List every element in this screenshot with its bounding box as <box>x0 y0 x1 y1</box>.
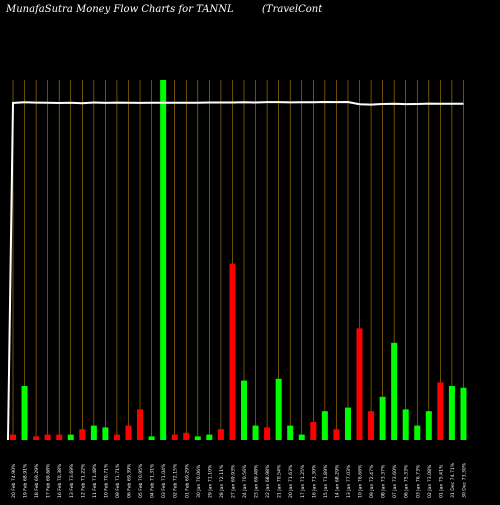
bar <box>344 407 351 440</box>
bar <box>217 429 224 440</box>
x-tick-label: 06 Feb 69.39% <box>127 463 133 498</box>
bar <box>206 434 213 440</box>
bar <box>437 382 444 440</box>
x-tick-label: 03 Feb 71.04% <box>161 463 167 498</box>
bar <box>460 387 467 440</box>
bar <box>379 396 386 440</box>
bar <box>67 434 74 440</box>
x-tick-label: 13 Jan 77.03% <box>346 464 352 498</box>
price-line-layer <box>7 100 464 441</box>
bar <box>125 425 132 440</box>
x-tick-label: 15 Jan 71.89% <box>323 464 329 498</box>
x-tick-label: 07 Jan 73.60% <box>392 464 398 498</box>
x-tick-label: 02 Feb 72.15% <box>173 463 179 498</box>
x-tick-label: 22 Jan 68.98% <box>265 464 271 498</box>
bar <box>425 411 432 440</box>
x-tick-label: 29 Jan 71.10% <box>207 464 213 498</box>
x-tick-label: 30 Dec 73.30% <box>461 462 467 498</box>
x-tick-label: 08 Jan 73.37% <box>381 464 387 498</box>
x-tick-label: 23 Jan 69.48% <box>254 464 260 498</box>
x-tick-label: 16 Jan 73.30% <box>311 464 317 498</box>
bar <box>44 434 51 440</box>
bar <box>160 80 167 440</box>
x-tick-label: 03 Jan 76.73% <box>415 464 421 498</box>
x-tick-label: 19 Feb 68.91% <box>23 463 29 498</box>
bar <box>171 434 178 440</box>
bar <box>391 342 398 440</box>
x-tick-label: 02 Jan 73.08% <box>427 464 433 498</box>
bar <box>10 434 16 440</box>
bar <box>33 436 40 440</box>
x-tick-label: 01 Jan 75.41% <box>438 464 444 498</box>
x-tick-label: 10 Jan 76.66% <box>358 464 364 498</box>
bar <box>310 422 317 440</box>
chart-title: MunafaSutra Money Flow Charts for TANNL <box>6 4 234 15</box>
x-tick-label: 18 Feb 69.29% <box>34 463 40 498</box>
x-tick-label: 06 Jan 75.33% <box>404 464 410 498</box>
bar <box>241 380 247 440</box>
x-tick-label: 30 Jan 70.06% <box>196 464 202 498</box>
x-tick-label: 24 Jan 70.56% <box>242 464 248 498</box>
x-tick-labels: 20 Feb 74.90% 19 Feb 68.91% 18 Feb 69.29% 1… <box>11 462 467 498</box>
bar <box>402 409 409 440</box>
bar <box>113 434 120 440</box>
bar <box>264 427 271 440</box>
bar <box>102 427 109 440</box>
bar <box>368 411 375 440</box>
x-tick-label: 13 Feb 73.69% <box>69 463 75 498</box>
bar <box>21 386 28 440</box>
bars <box>10 80 467 440</box>
x-tick-label: 04 Feb 71.31% <box>150 463 156 498</box>
bar <box>148 436 155 440</box>
x-tick-label: 27 Jan 69.93% <box>230 464 236 498</box>
price-line <box>7 100 464 441</box>
x-tick-label: 09 Feb 71.71% <box>115 463 121 498</box>
bar <box>275 378 282 440</box>
chart-subtitle: (TravelCont <box>262 4 323 15</box>
bar <box>414 425 421 440</box>
x-tick-label: 12 Feb 71.22% <box>80 463 86 498</box>
bar <box>287 425 294 440</box>
x-tick-label: 10 Feb 70.71% <box>103 463 109 498</box>
x-tick-label: 21 Jan 70.54% <box>277 464 283 498</box>
bar <box>321 411 328 440</box>
x-tick-label: 11 Feb 71.48% <box>92 463 98 498</box>
x-tick-label: 20 Jan 71.63% <box>288 464 294 498</box>
bar <box>229 263 236 440</box>
bar <box>356 328 363 440</box>
bar <box>79 429 86 440</box>
x-tick-label: 20 Feb 74.90% <box>11 463 17 498</box>
x-tick-label: 17 Feb 69.68% <box>46 463 52 498</box>
bar <box>333 429 340 440</box>
x-tick-label: 28 Jan 72.11% <box>219 464 225 498</box>
x-tick-label: 17 Jan 71.25% <box>300 464 306 498</box>
x-tick-label: 05 Feb 70.95% <box>138 463 144 498</box>
bar <box>194 436 201 440</box>
bar <box>448 386 455 440</box>
bar <box>90 425 97 440</box>
bar <box>56 434 63 440</box>
x-tick-label: 16 Feb 70.38% <box>57 463 63 498</box>
bar <box>252 425 259 440</box>
bar <box>137 409 144 440</box>
x-tick-label: 14 Jan 68.29% <box>334 464 340 498</box>
x-tick-label: 31 Dec 74.71% <box>450 462 456 498</box>
bar <box>183 432 190 440</box>
x-tick-label: 09 Jan 72.47% <box>369 464 375 498</box>
x-tick-label: 01 Feb 69.29% <box>184 463 190 498</box>
bar <box>298 434 305 440</box>
